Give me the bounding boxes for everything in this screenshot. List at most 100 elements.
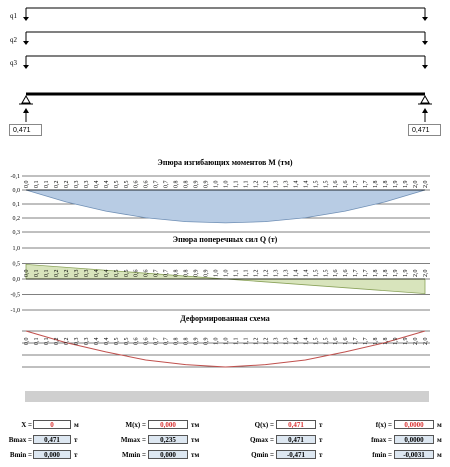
x-tick-label: 1,5 (313, 181, 319, 189)
x-tick-label: 0,9 (204, 338, 210, 346)
x-tick-label: 1,4 (293, 270, 299, 278)
x-tick-label: 1,8 (383, 181, 389, 189)
y-tick-label: 0,0 (13, 277, 21, 283)
mmin-unit: тм (191, 451, 200, 459)
x-tick-label: 1,1 (243, 181, 249, 189)
x-tick-label: 1,8 (373, 338, 379, 346)
x-tick-label: 1,6 (343, 270, 349, 278)
x-tick-label: 0,2 (64, 338, 70, 346)
x-tick-label: 1,1 (243, 270, 249, 278)
y-tick-label: 1,0 (13, 246, 21, 252)
x-tick-label: 0,1 (44, 338, 50, 346)
position-scrollbar[interactable] (25, 391, 429, 402)
x-tick-label: 0,5 (124, 181, 130, 189)
y-tick-label: 0,5 (13, 262, 21, 268)
x-tick-label: 1,6 (343, 338, 349, 346)
x-tick-label: 0,1 (34, 270, 40, 278)
x-tick-label: 0,8 (174, 338, 180, 346)
x-tick-label: 0,3 (84, 181, 90, 189)
x-tick-label: 0,5 (114, 270, 120, 278)
x-tick-label: 0,3 (84, 270, 90, 278)
x-tick-label: 0,2 (54, 338, 60, 346)
x-tick-label: 1,7 (353, 338, 359, 346)
x-tick-label: 1,0 (224, 270, 230, 278)
y-tick-label: 0,2 (13, 216, 21, 222)
mx-unit: тм (191, 421, 200, 429)
x-tick-label: 1,9 (403, 270, 409, 278)
x-tick-label: 1,2 (263, 181, 269, 189)
bmin-value: 0,000 (33, 450, 71, 459)
y-tick-label: -0,5 (11, 293, 21, 299)
x-tick-label: 1,1 (243, 338, 249, 346)
fx-label: f(x) = (375, 421, 392, 429)
results-row-3: Bmin = 0,000 т Mmin = 0,000 тм Qmin = -0… (0, 450, 450, 460)
fmin-value: -0,0031 (394, 450, 434, 459)
fmax-label: fmax = (371, 436, 392, 444)
qmax-value: 0,471 (276, 435, 316, 444)
x-tick-label: 0,3 (84, 338, 90, 346)
x-tick-label: 0,9 (194, 270, 200, 278)
x-tick-label: 0,9 (204, 270, 210, 278)
x-tick-label: 1,1 (233, 181, 239, 189)
distributed-load-q3[interactable] (23, 55, 428, 69)
x-tick-label: 0,6 (134, 338, 140, 346)
x-tick-label: 2,0 (413, 338, 419, 346)
x-tick-label: 2,0 (413, 181, 419, 189)
x-tick-label: 0,6 (144, 270, 150, 278)
x-tick-label: 1,2 (263, 270, 269, 278)
x-input[interactable]: 0 (33, 420, 71, 429)
x-tick-label: 0,7 (154, 270, 160, 278)
x-tick-label: 1,0 (224, 338, 230, 346)
mx-value: 0,000 (148, 420, 188, 429)
x-tick-label: 2,0 (423, 338, 429, 346)
x-tick-label: 0,8 (174, 270, 180, 278)
x-tick-label: 0,1 (44, 181, 50, 189)
x-tick-label: 0,4 (94, 270, 100, 278)
load-label-q3: q3 (10, 59, 17, 67)
mmax-label: Mmax = (120, 436, 146, 444)
x-tick-label: 1,4 (303, 181, 309, 189)
y-tick-label: -0,1 (11, 174, 21, 180)
x-tick-label: 1,7 (353, 181, 359, 189)
x-tick-label: 1,5 (313, 338, 319, 346)
x-tick-label: 0,3 (74, 338, 80, 346)
x-tick-label: 0,6 (134, 181, 140, 189)
load-label-q2: q2 (10, 36, 17, 44)
mmax-unit: тм (191, 436, 200, 444)
x-tick-label: 1,4 (293, 338, 299, 346)
x-tick-label: 1,2 (253, 338, 259, 346)
x-tick-label: 1,7 (353, 270, 359, 278)
x-tick-label: 0,9 (194, 338, 200, 346)
x-tick-label: 0,5 (114, 181, 120, 189)
x-tick-label: 1,3 (283, 270, 289, 278)
x-tick-label: 0,6 (144, 338, 150, 346)
x-tick-label: 1,4 (303, 270, 309, 278)
qmin-unit: т (319, 451, 323, 459)
deform-line (25, 330, 426, 368)
x-tick-label: 1,5 (313, 270, 319, 278)
distributed-load-q1[interactable] (23, 7, 428, 21)
x-tick-label: 0,3 (74, 181, 80, 189)
x-tick-label: 1,7 (363, 270, 369, 278)
x-tick-label: 1,5 (323, 338, 329, 346)
deform-chart-title: Деформированная схема (180, 314, 270, 323)
moment-chart: -0,10,00,10,20,30,0 0,1 0,1 0,2 0,2 0,3 0,3 0,4… (11, 174, 430, 236)
qx-value: 0,471 (276, 420, 316, 429)
x-tick-label: 1,3 (283, 338, 289, 346)
x-tick-label: 0,9 (204, 181, 210, 189)
distributed-load-q2[interactable] (23, 31, 428, 45)
shear-chart: 1,00,50,0-0,5-1,00,0 0,1 0,1 0,2 0,2 0,3 0,3 0,… (11, 246, 430, 314)
x-tick-label: 1,4 (303, 338, 309, 346)
x-tick-label: 1,2 (263, 338, 269, 346)
shear-chart-title: Эпюра поперечных сил Q (т) (172, 235, 278, 244)
bmax-value: 0,471 (33, 435, 71, 444)
left-support-icon (19, 94, 33, 105)
y-tick-label: 0,1 (13, 202, 21, 208)
fmax-value: 0,0000 (394, 435, 434, 444)
x-tick-label: 1,8 (383, 270, 389, 278)
x-tick-label: 0,5 (124, 338, 130, 346)
x-tick-label: 1,7 (363, 181, 369, 189)
x-tick-label: 1,4 (293, 181, 299, 189)
right-reaction-arrow-icon (422, 108, 428, 122)
x-tick-label: 1,0 (214, 181, 220, 189)
